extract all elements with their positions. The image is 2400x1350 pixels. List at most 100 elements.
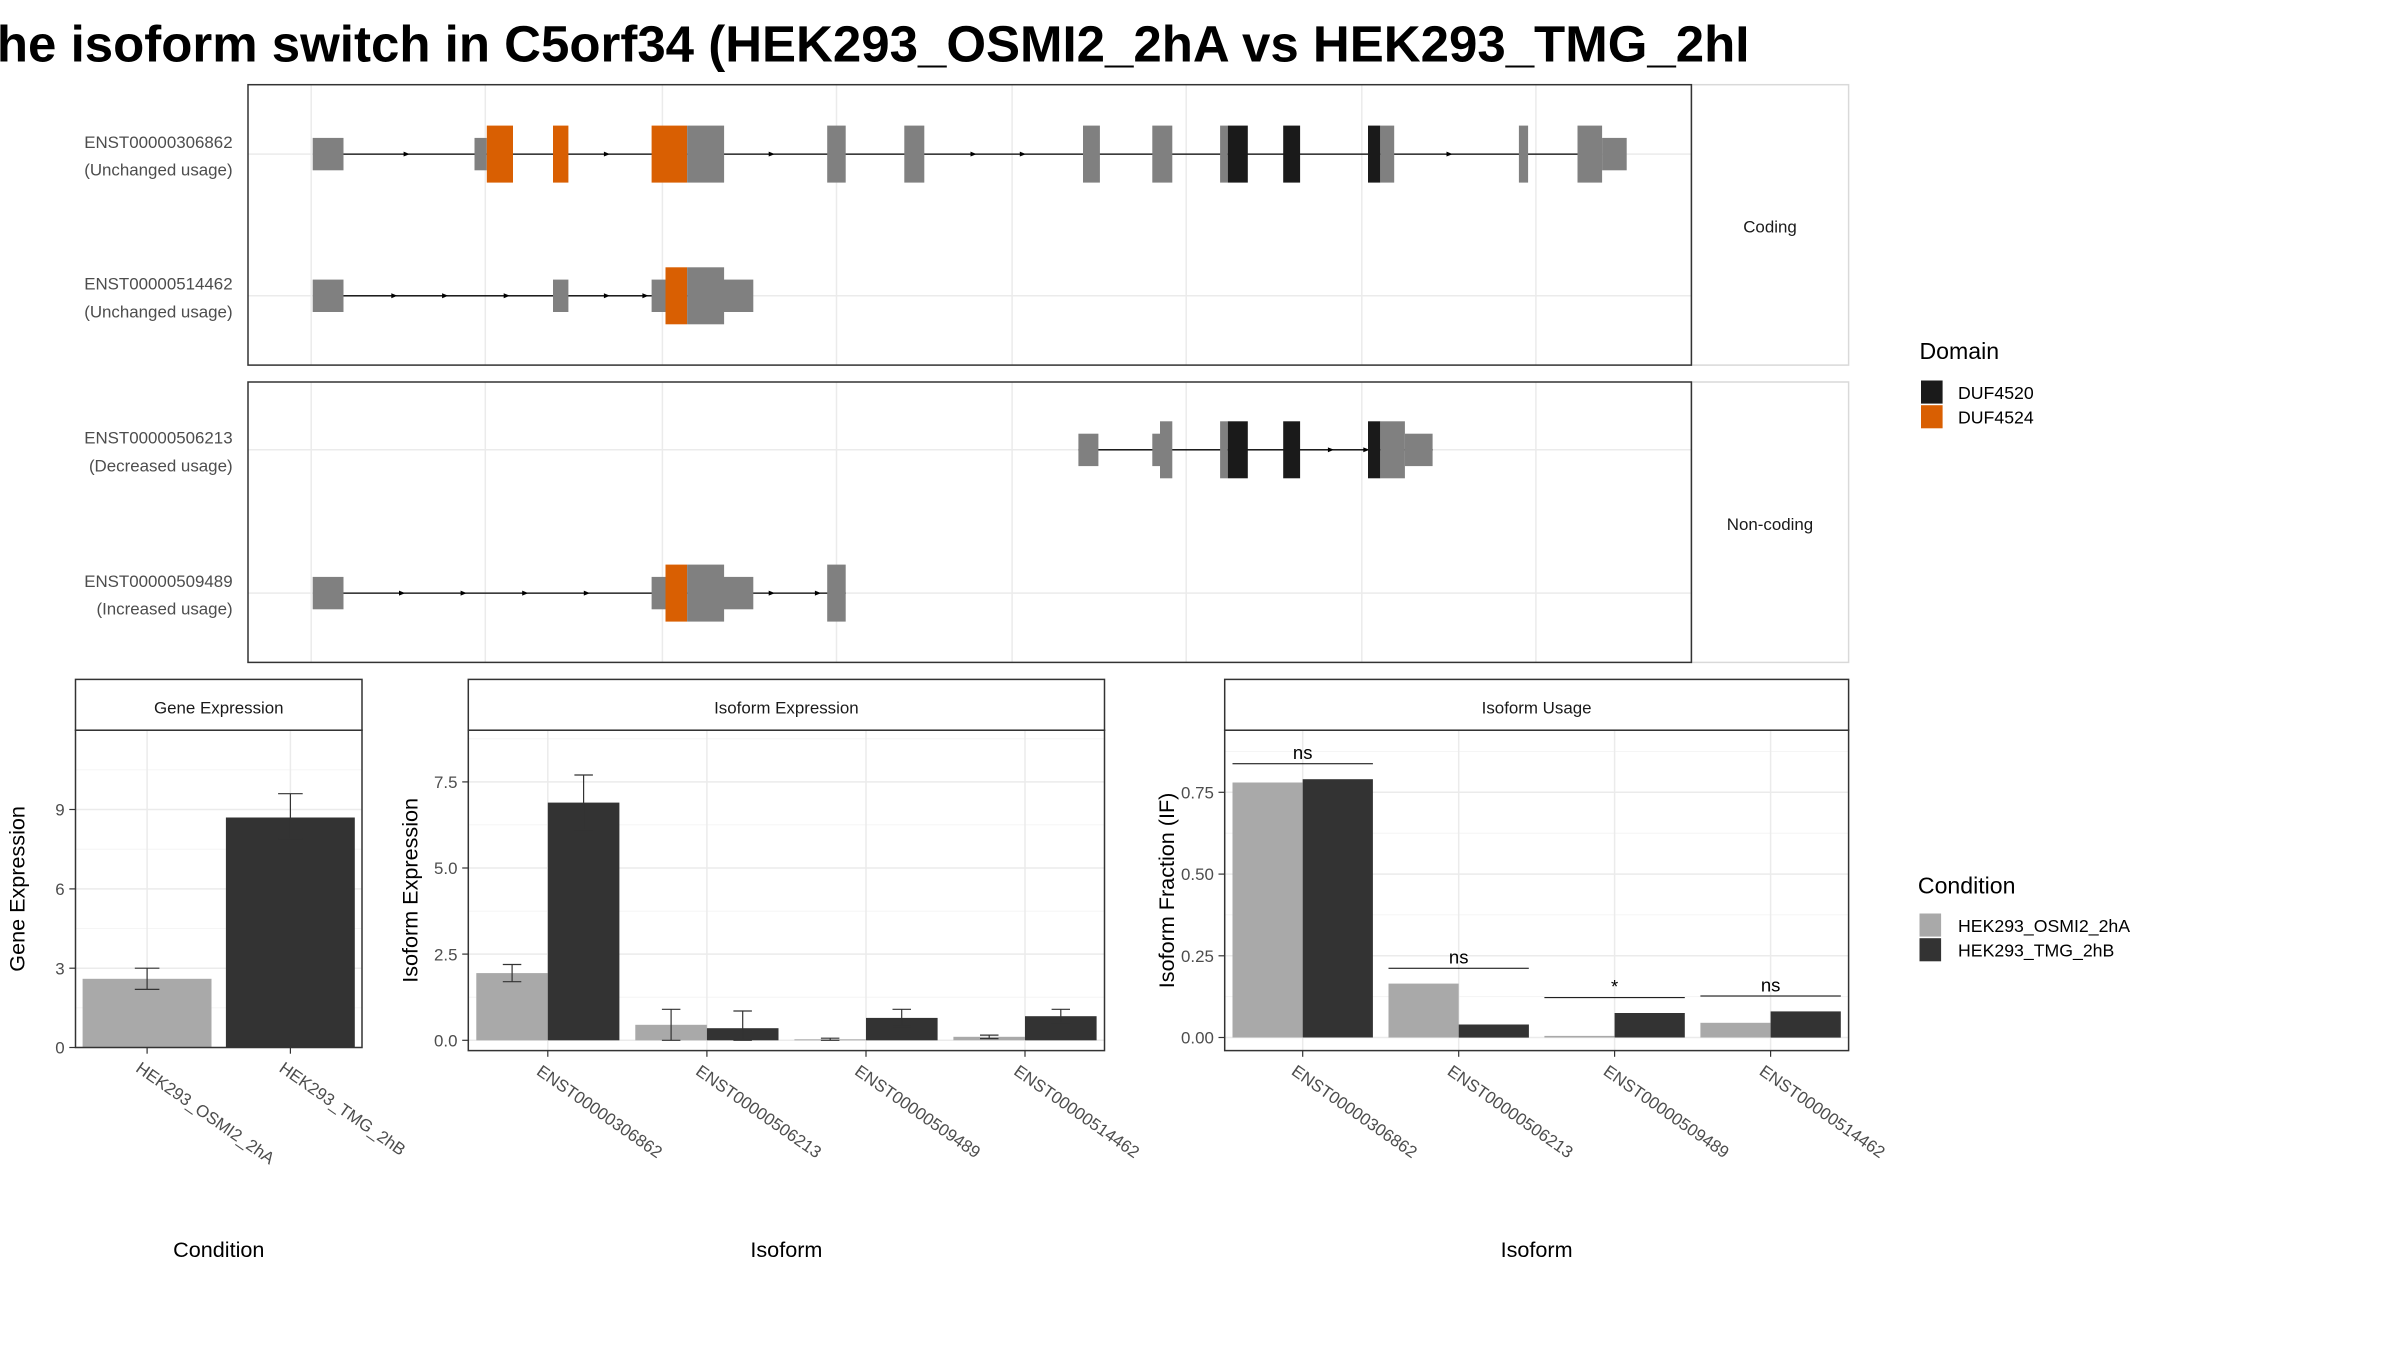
strand-arrow — [768, 590, 775, 596]
strand-arrow — [399, 590, 406, 596]
strand-arrow — [442, 293, 449, 299]
structure-facet-coding: Coding — [247, 83, 1850, 366]
transcript-ENST00000514462 — [312, 267, 754, 325]
exon-block — [312, 279, 344, 312]
y-tick-label: 2.5 — [434, 945, 457, 964]
x-tick-label: ENST00000509489 — [851, 1061, 983, 1162]
strand-arrow — [583, 590, 590, 596]
bar-enst00000306862-series-1 — [547, 802, 620, 1041]
x-axis-title: Isoform — [750, 1237, 822, 1262]
exon-block — [687, 267, 725, 325]
domain-legend: Domain DUF4520 DUF4524 — [1920, 338, 2034, 429]
x-tick-label: HEK293_TMG_2hB — [276, 1058, 409, 1159]
exon-block — [1152, 125, 1173, 183]
exon-block — [553, 279, 569, 312]
x-tick-label: ENST00000506213 — [692, 1061, 824, 1162]
strand-arrow — [403, 151, 410, 157]
domain-duf4520 — [1368, 421, 1381, 479]
bar-hek293_tmg_2hb — [225, 817, 355, 1048]
domain-duf4520 — [1283, 125, 1301, 183]
bar-enst00000514462-series-0 — [1700, 1022, 1771, 1038]
exon-block — [312, 137, 344, 171]
transcript-id-label: ENST00000509489 — [84, 572, 232, 591]
transcript-id-label: ENST00000506213 — [84, 429, 232, 448]
y-tick-label: 0.50 — [1181, 865, 1214, 884]
bar-enst00000306862-series-0 — [1232, 782, 1303, 1038]
transcript-usage-label: (Unchanged usage) — [84, 302, 232, 321]
y-tick-label: 6 — [55, 880, 64, 899]
bar-enst00000306862-series-0 — [476, 973, 548, 1041]
condition-legend-label: HEK293_OSMI2_2hA — [1958, 916, 2130, 937]
facet-background — [248, 382, 1849, 663]
condition-legend: Condition HEK293_OSMI2_2hA HEK293_TMG_2hB — [1918, 873, 2130, 962]
domain-duf4524 — [486, 125, 513, 183]
structure-facet-non-coding: Non-coding — [247, 381, 1850, 664]
strand-arrow — [522, 590, 529, 596]
condition-legend-swatch — [1919, 913, 1942, 937]
transcript-id-label: ENST00000514462 — [84, 275, 232, 294]
facet-strip-label: Non-coding — [1727, 515, 1813, 534]
exon-block — [1220, 421, 1228, 479]
strand-arrow — [1327, 447, 1335, 453]
exon-block — [1602, 137, 1627, 171]
facet-border — [247, 83, 1693, 366]
x-tick-label: ENST00000509489 — [1600, 1061, 1732, 1162]
x-tick-label: ENST00000306862 — [1288, 1061, 1420, 1162]
panel-strip — [1223, 678, 1850, 731]
exon-block — [312, 576, 344, 610]
strand-arrow — [603, 151, 610, 157]
x-axis-title: Condition — [173, 1237, 264, 1262]
strand-arrow — [642, 293, 649, 299]
y-tick-label: 0.25 — [1181, 947, 1214, 966]
strand-arrow — [970, 151, 977, 157]
facet-strip — [1690, 381, 1850, 664]
strand-arrow — [1363, 447, 1370, 453]
y-tick-label: 0.0 — [434, 1031, 457, 1050]
legend-swatch-duf4524 — [1921, 405, 1943, 429]
y-tick-label: 0 — [55, 1039, 64, 1058]
bar-enst00000509489-series-0 — [1544, 1035, 1615, 1038]
bar-enst00000306862-series-1 — [1302, 779, 1373, 1038]
domain-duf4520 — [1227, 125, 1248, 183]
figure-title: he isoform switch in C5orf34 (HEK293_OSM… — [0, 16, 1749, 73]
panel-title: Isoform Usage — [1482, 698, 1592, 717]
strand-arrow — [1446, 151, 1453, 157]
panel-title: Isoform Expression — [714, 698, 859, 717]
exon-block — [474, 137, 487, 171]
bar-enst00000509489-series-1 — [866, 1017, 938, 1041]
strand-arrow — [460, 590, 467, 596]
strand-arrow — [503, 293, 510, 299]
exon-block — [904, 125, 925, 183]
panel-isoform-expression: 0.0 2.5 5.0 7.5 ENST00000306862 ENST000005062… — [398, 678, 1143, 1262]
exon-block — [687, 125, 725, 183]
bar-enst00000509489-series-1 — [1614, 1013, 1685, 1038]
exon-block — [1152, 433, 1160, 467]
exon-block — [1083, 125, 1100, 183]
y-tick-label: 7.5 — [434, 773, 457, 792]
strand-arrow — [768, 151, 775, 157]
y-tick-label: 0.75 — [1181, 784, 1214, 803]
transcript-ENST00000509489 — [312, 564, 846, 622]
significance-label: * — [1611, 976, 1618, 997]
y-tick-label: 5.0 — [434, 859, 457, 878]
bar-hek293_osmi2_2ha — [82, 978, 212, 1048]
transcript-structure-plot: Coding ENST00000306862 (Unchanged usage) EN… — [84, 83, 1850, 664]
x-tick-label: ENST00000514462 — [1010, 1061, 1142, 1162]
panel-strip — [74, 678, 363, 731]
x-tick-label: ENST00000306862 — [533, 1061, 665, 1162]
y-axis-title: Isoform Fraction (IF) — [1154, 793, 1179, 989]
condition-legend-title: Condition — [1918, 873, 2016, 899]
exon-block — [724, 279, 754, 312]
exon-block — [1160, 421, 1173, 479]
x-axis-title: Isoform — [1501, 1237, 1573, 1262]
condition-legend-label: HEK293_TMG_2hB — [1958, 941, 2114, 962]
y-tick-label: 0.00 — [1181, 1029, 1214, 1048]
strand-arrow — [603, 293, 610, 299]
strand-arrow — [391, 293, 398, 299]
exon-block — [1380, 421, 1405, 479]
exon-block — [827, 564, 846, 622]
panel-strip — [467, 678, 1106, 731]
